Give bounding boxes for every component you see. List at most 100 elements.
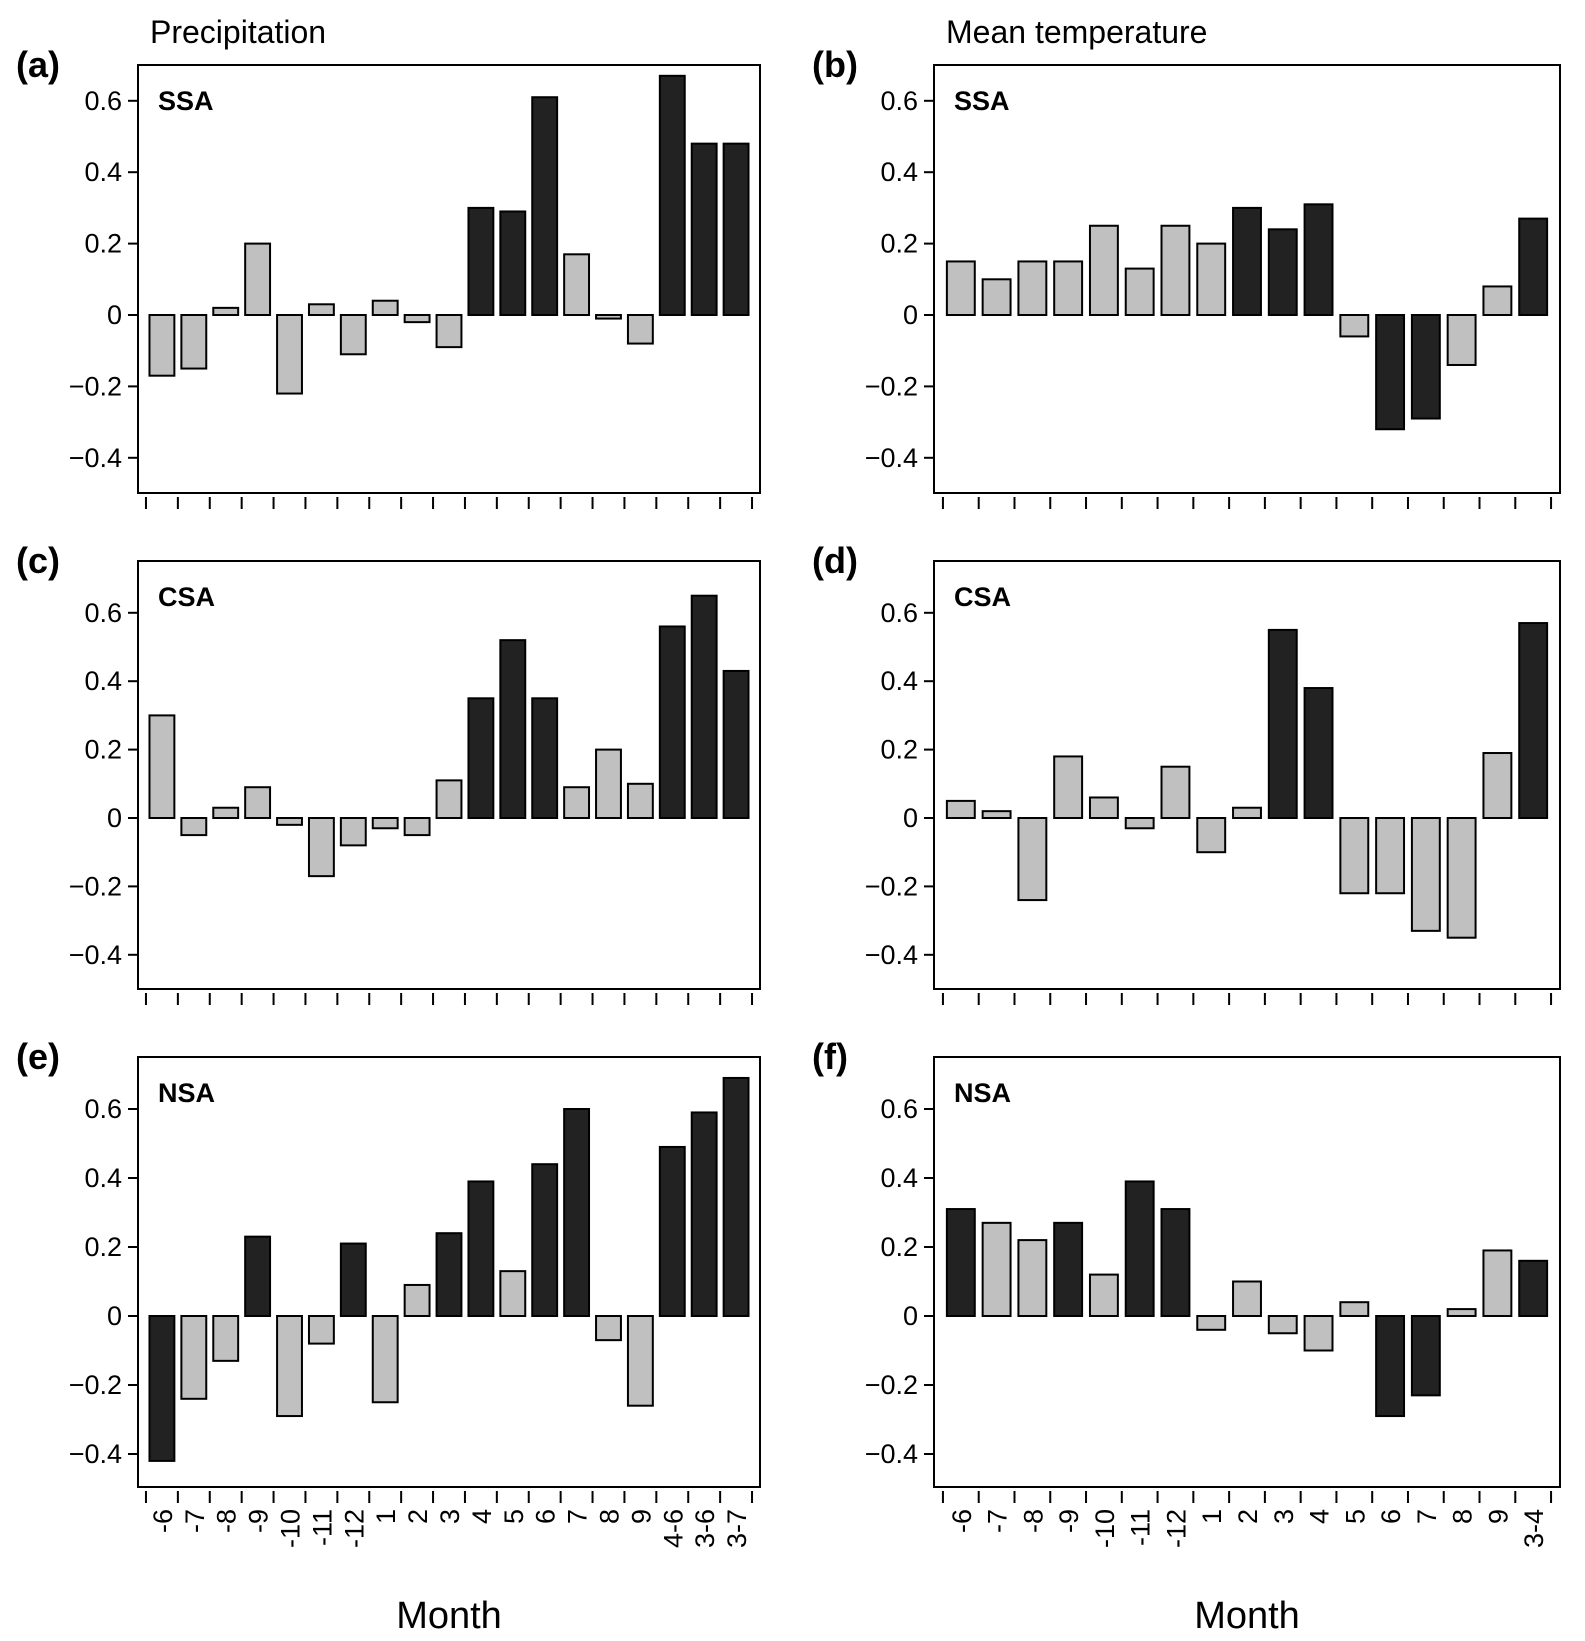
- bar: [626, 782, 654, 819]
- bar: [403, 314, 431, 324]
- bar: [244, 1235, 272, 1318]
- y-tick-label: 0.4: [880, 157, 918, 187]
- y-tick-label: 0: [903, 803, 918, 833]
- bar: [499, 639, 527, 819]
- y-tick-label: −0.2: [865, 871, 918, 901]
- region-label: SSA: [158, 86, 214, 116]
- bar: [722, 1076, 750, 1317]
- bar: [1339, 314, 1370, 338]
- y-tick-label: 0.2: [880, 1232, 918, 1262]
- bar: [1232, 806, 1262, 819]
- panel-a: (a) Precipitation 0.6 0.4 0.2 0 −0.2 −0.4 SSA: [16, 14, 761, 509]
- bar: [1053, 755, 1084, 820]
- bar: [467, 697, 495, 819]
- bar: [339, 817, 367, 847]
- y-tick-label: 0.6: [880, 598, 918, 628]
- bar: [1410, 1315, 1441, 1397]
- bar: [1303, 203, 1334, 316]
- y-tick-label: −0.4: [865, 940, 918, 970]
- x-axis-label: Month: [396, 1595, 502, 1637]
- bar: [212, 1315, 240, 1362]
- x-tick-label: 4: [1305, 1509, 1335, 1524]
- y-tick-label: 0.6: [880, 1094, 918, 1124]
- bar: [722, 142, 750, 316]
- bar: [1124, 267, 1155, 316]
- bar: [180, 1315, 208, 1400]
- region-label: NSA: [158, 1078, 215, 1108]
- panel-b: (b) Mean temperature 0.6 0.4 0.2 0 −0.2 −0.4 SSA: [812, 14, 1561, 509]
- bar: [276, 314, 303, 395]
- bar: [1410, 817, 1441, 932]
- bar: [1160, 765, 1191, 820]
- bar: [595, 314, 622, 320]
- y-tick-label: −0.2: [865, 1370, 918, 1400]
- bar: [1124, 1180, 1155, 1317]
- plot-frame: [137, 1056, 761, 1488]
- y-tick-label: 0.2: [84, 735, 122, 765]
- bar: [467, 1180, 495, 1317]
- bar: [371, 299, 399, 317]
- x-tick-label: 5: [1340, 1509, 1370, 1524]
- panel-label: (a): [16, 44, 60, 85]
- bar: [690, 142, 718, 316]
- y-tick-label: 0.4: [84, 1163, 122, 1193]
- bar: [435, 314, 463, 349]
- y-tick-label: −0.2: [69, 371, 122, 401]
- region-label: SSA: [954, 86, 1010, 116]
- y-tick-label: 0: [107, 300, 122, 330]
- panel-label: (d): [812, 540, 858, 581]
- x-tick-label: 3-6: [690, 1509, 720, 1548]
- bar: [1124, 817, 1155, 830]
- x-tick-label: -10: [276, 1509, 306, 1548]
- panel-f: (f) -6 -7 -8 -9 -10 -11 -12 1 2 3 4 5 6 7 8 9 3-4 0.6 0.4 0.…: [812, 1036, 1561, 1637]
- bar: [981, 278, 1012, 316]
- y-tick-label: −0.4: [69, 940, 122, 970]
- y-tick-label: −0.2: [69, 871, 122, 901]
- region-label: CSA: [954, 582, 1011, 612]
- bar: [371, 817, 399, 830]
- x-tick-label: -12: [1161, 1509, 1191, 1548]
- y-tick-label: 0: [107, 803, 122, 833]
- y-tick-label: 0.2: [84, 229, 122, 259]
- x-tick-label: 8: [594, 1509, 624, 1524]
- y-tick-label: 0.4: [880, 666, 918, 696]
- bar: [244, 786, 272, 819]
- bar: [531, 697, 559, 819]
- bar: [1088, 224, 1119, 316]
- bar: [722, 669, 750, 819]
- x-tick-label: 1: [371, 1509, 401, 1524]
- y-tick-label: 0.4: [880, 1163, 918, 1193]
- bar: [499, 210, 527, 316]
- y-tick-label: 0.6: [880, 86, 918, 116]
- x-tick-label: 3: [435, 1509, 465, 1524]
- bar: [1232, 206, 1262, 316]
- plot-frame: [933, 64, 1561, 494]
- bar: [1518, 1259, 1549, 1318]
- bar: [403, 817, 431, 837]
- y-tick-label: 0.2: [880, 229, 918, 259]
- x-tick-label: 7: [563, 1509, 593, 1524]
- bar: [1160, 224, 1191, 316]
- bar: [690, 594, 718, 820]
- x-tick-label: 3: [1269, 1509, 1299, 1524]
- bar: [563, 1108, 591, 1317]
- bar: [148, 1315, 176, 1462]
- x-tick-label: -11: [1126, 1509, 1156, 1546]
- panel-d: (d) 0.6 0.4 0.2 0 −0.2 −0.4 CSA: [812, 540, 1561, 1005]
- bar: [1339, 1301, 1370, 1317]
- bar: [690, 1111, 718, 1317]
- bar: [563, 786, 591, 819]
- bar: [148, 314, 176, 377]
- bar: [626, 314, 654, 345]
- y-tick-label: 0.4: [84, 157, 122, 187]
- panel-c: (c) 0.6 0.4 0.2 0 −0.2 −0.4 CSA: [16, 540, 761, 1005]
- x-tick-label: 6: [531, 1509, 561, 1524]
- bar: [1482, 1249, 1513, 1317]
- bar: [658, 1145, 686, 1317]
- bar: [1375, 1315, 1406, 1418]
- bar: [1482, 752, 1513, 820]
- x-tick-label: -9: [244, 1509, 274, 1533]
- bar: [307, 1315, 335, 1345]
- x-tick-label: 5: [499, 1509, 529, 1524]
